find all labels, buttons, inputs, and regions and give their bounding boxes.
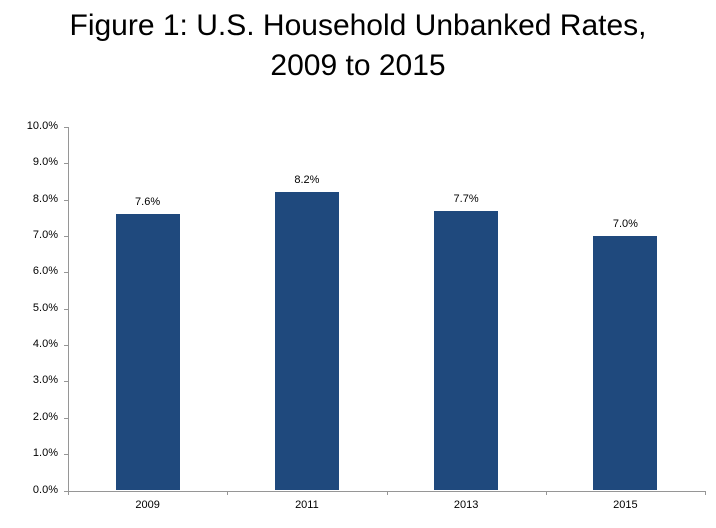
bar-2015 — [593, 236, 657, 491]
x-axis-tick — [705, 490, 706, 495]
x-axis-tick — [227, 490, 229, 495]
y-axis-tick — [64, 163, 68, 165]
y-axis-tick — [64, 417, 68, 419]
x-axis-tick — [68, 490, 69, 495]
y-axis-tick-label: 6.0% — [32, 265, 58, 278]
y-axis-tick — [64, 272, 68, 274]
x-axis-label-2009: 2009 — [135, 498, 160, 511]
y-axis-tick — [64, 199, 68, 201]
y-axis-tick-label: 9.0% — [32, 156, 58, 169]
x-axis-tick — [386, 490, 388, 495]
y-axis-tick-label: 2.0% — [32, 410, 58, 423]
y-axis-tick — [64, 381, 68, 383]
bar-data-label-2015: 7.0% — [612, 218, 638, 231]
chart-title-line1: Figure 1: U.S. Household Unbanked Rates, — [69, 9, 647, 42]
x-axis-label-2013: 2013 — [453, 498, 479, 511]
bar-2011 — [275, 192, 339, 491]
y-axis-tick — [64, 345, 68, 347]
chart-title-line2: 2009 to 2015 — [270, 49, 446, 82]
y-axis-tick — [64, 490, 68, 492]
y-axis-tick — [64, 236, 68, 238]
y-axis-line — [68, 127, 69, 492]
y-axis-tick — [64, 454, 68, 456]
y-axis-tick-label: 3.0% — [32, 374, 58, 387]
y-axis-tick-label: 1.0% — [32, 447, 58, 460]
y-axis-tick-label: 8.0% — [32, 192, 58, 205]
y-axis-tick — [64, 308, 68, 310]
x-axis-label-2011: 2011 — [295, 498, 319, 511]
y-axis-tick-label: 5.0% — [32, 301, 58, 314]
y-axis-tick-label: 0.0% — [32, 483, 58, 496]
y-axis-tick-label: 4.0% — [32, 338, 58, 351]
bar-2013 — [434, 210, 498, 491]
bar-2009 — [116, 214, 180, 491]
y-axis-tick-label: 10.0% — [26, 120, 58, 132]
bar-data-label-2013: 7.7% — [453, 192, 479, 205]
chart-title: Figure 1: U.S. Household Unbanked Rates,… — [0, 6, 716, 86]
y-axis-tick — [64, 127, 68, 128]
bar-data-label-2011: 8.2% — [294, 174, 320, 187]
x-axis-label-2015: 2015 — [613, 498, 638, 511]
x-axis-tick — [545, 490, 547, 495]
bar-data-label-2009: 7.6% — [135, 196, 161, 209]
y-axis-tick-label: 7.0% — [32, 229, 58, 242]
